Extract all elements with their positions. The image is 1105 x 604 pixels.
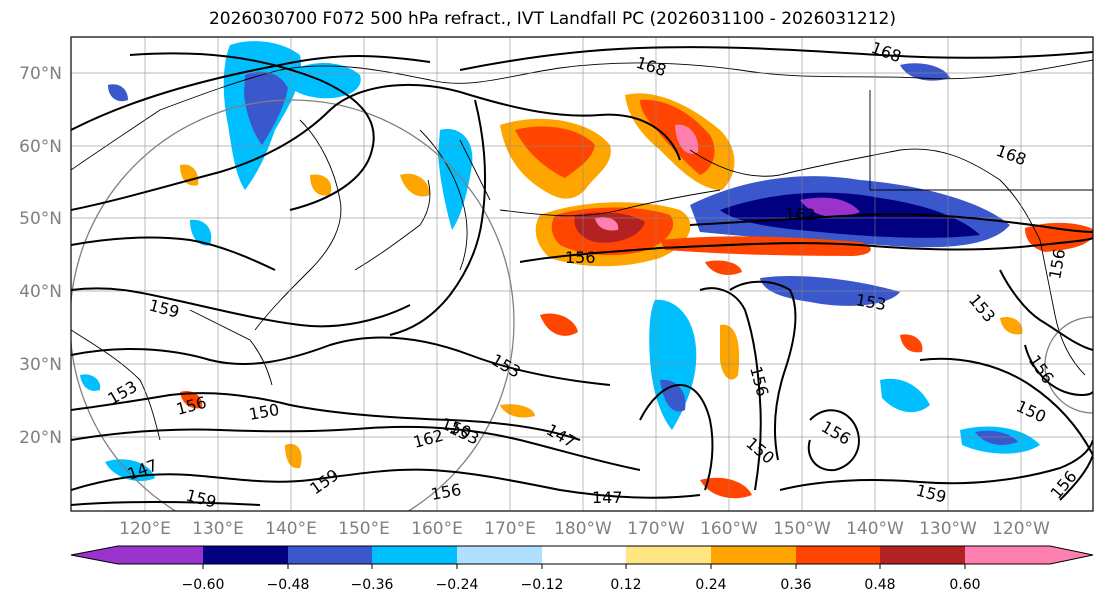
latitude-labels: 70°N 60°N 50°N 40°N 30°N 20°N bbox=[19, 64, 62, 448]
height-contours bbox=[71, 46, 1093, 506]
colorbar-swatch bbox=[711, 546, 796, 564]
colorbar-swatch bbox=[542, 546, 626, 564]
colorbar-swatch bbox=[626, 546, 711, 564]
lon-label: 170°W bbox=[627, 519, 685, 539]
colorbar-tick: −0.48 bbox=[267, 577, 310, 593]
neg-anomaly-east-core bbox=[975, 430, 1018, 445]
lon-label: 120°E bbox=[119, 519, 171, 539]
pos-anomaly-misc-7 bbox=[1000, 316, 1023, 335]
pos-anomaly-mid bbox=[540, 313, 578, 336]
colorbar: −0.60 −0.48 −0.36 −0.24 −0.12 0.12 0.24 … bbox=[70, 545, 1094, 593]
contour-label: 156 bbox=[565, 248, 596, 267]
colorbar-swatch bbox=[796, 546, 880, 564]
neg-anomaly-sakhalin bbox=[438, 129, 473, 230]
lat-label: 70°N bbox=[19, 64, 62, 84]
lon-label: 150°W bbox=[773, 519, 831, 539]
pos-anomaly-aleutian-pink bbox=[595, 217, 619, 231]
lon-label: 150°E bbox=[338, 519, 390, 539]
lon-label: 120°W bbox=[992, 519, 1050, 539]
lon-label: 180°W bbox=[554, 519, 612, 539]
neg-anomaly-cp-core bbox=[660, 379, 686, 412]
colorbar-swatch bbox=[118, 546, 203, 564]
lat-label: 50°N bbox=[19, 209, 62, 229]
map-title: 2026030700 F072 500 hPa refract., IVT La… bbox=[208, 9, 896, 29]
colorbar-swatch bbox=[880, 546, 965, 564]
colorbar-extend-high bbox=[1050, 546, 1093, 564]
lat-label: 20°N bbox=[19, 428, 62, 448]
contour-label: 162 bbox=[785, 205, 816, 224]
lon-label: 160°W bbox=[700, 519, 758, 539]
colorbar-tick: 0.24 bbox=[695, 577, 726, 593]
colorbar-tick: 0.36 bbox=[780, 577, 811, 593]
pos-anomaly-band bbox=[660, 236, 871, 256]
neg-anomaly-mid-east bbox=[880, 378, 930, 413]
anomaly-fills bbox=[80, 41, 1093, 499]
pos-anomaly-misc-6 bbox=[310, 174, 332, 196]
colorbar-tick: 0.12 bbox=[610, 577, 641, 593]
map-frame-bg bbox=[71, 37, 1093, 511]
colorbar-extend-low bbox=[71, 546, 118, 564]
range-circle-east bbox=[1044, 316, 1093, 414]
pos-anomaly-misc-1 bbox=[180, 164, 199, 186]
colorbar-tick: 0.60 bbox=[949, 577, 980, 593]
pos-anomaly-misc-2 bbox=[500, 404, 535, 418]
neg-anomaly-west-small2 bbox=[80, 374, 101, 391]
lon-label: 130°W bbox=[919, 519, 977, 539]
pos-anomaly-misc-4 bbox=[900, 334, 923, 353]
contour-label: 147 bbox=[592, 488, 623, 507]
lon-label: 140°E bbox=[265, 519, 317, 539]
pos-anomaly-south bbox=[700, 477, 752, 499]
colorbar-tick: −0.24 bbox=[436, 577, 479, 593]
neg-anomaly-gulf-purple bbox=[800, 197, 860, 217]
colorbar-tick: 0.48 bbox=[864, 577, 895, 593]
neg-anomaly-west-small bbox=[190, 219, 212, 246]
lat-label: 40°N bbox=[19, 282, 62, 302]
neg-anomaly-small-nw bbox=[108, 84, 128, 102]
colorbar-swatch bbox=[372, 546, 457, 564]
longitude-labels: 120°E 130°E 140°E 150°E 160°E 170°E 180°… bbox=[119, 519, 1050, 539]
neg-anomaly-kamchatka-core bbox=[244, 71, 288, 145]
pos-anomaly-bering-west-core bbox=[515, 126, 595, 178]
colorbar-swatch bbox=[457, 546, 542, 564]
pos-anomaly-mid-small bbox=[705, 260, 742, 275]
pos-anomaly-bering-east-pink bbox=[675, 124, 699, 154]
colorbar-tick: −0.36 bbox=[351, 577, 394, 593]
pos-anomaly-misc-3 bbox=[285, 443, 302, 469]
lon-label: 130°E bbox=[192, 519, 244, 539]
colorbar-tick: −0.60 bbox=[182, 577, 225, 593]
colorbar-tick: −0.12 bbox=[521, 577, 564, 593]
pos-anomaly-misc-5 bbox=[180, 390, 203, 409]
colorbar-outline bbox=[70, 545, 1094, 565]
coastlines bbox=[71, 59, 1093, 441]
pos-anomaly-central bbox=[720, 324, 740, 380]
lon-label: 170°E bbox=[484, 519, 536, 539]
pos-anomaly-japan bbox=[400, 173, 430, 197]
range-circle-west bbox=[71, 99, 515, 511]
neg-anomaly-arctic bbox=[900, 63, 950, 81]
lat-label: 60°N bbox=[19, 137, 62, 157]
lon-label: 140°W bbox=[846, 519, 904, 539]
colorbar-swatch bbox=[965, 546, 1050, 564]
lat-label: 30°N bbox=[19, 355, 62, 375]
colorbar-swatch bbox=[203, 546, 288, 564]
lon-label: 160°E bbox=[411, 519, 463, 539]
map-frame bbox=[70, 36, 1094, 512]
colorbar-swatch bbox=[288, 546, 372, 564]
